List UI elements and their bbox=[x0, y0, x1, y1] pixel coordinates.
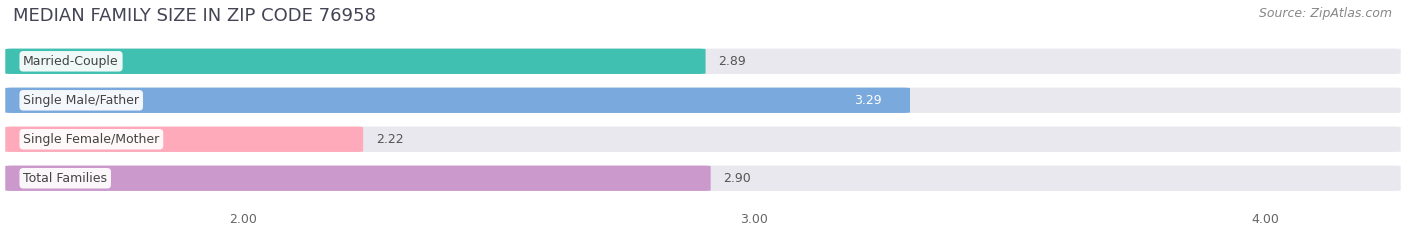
Text: MEDIAN FAMILY SIZE IN ZIP CODE 76958: MEDIAN FAMILY SIZE IN ZIP CODE 76958 bbox=[13, 7, 375, 25]
Text: 2.89: 2.89 bbox=[718, 55, 747, 68]
FancyBboxPatch shape bbox=[6, 49, 1400, 74]
Text: Married-Couple: Married-Couple bbox=[24, 55, 120, 68]
Text: Single Male/Father: Single Male/Father bbox=[24, 94, 139, 107]
FancyBboxPatch shape bbox=[6, 88, 1400, 113]
FancyBboxPatch shape bbox=[6, 166, 1400, 191]
FancyBboxPatch shape bbox=[6, 88, 910, 113]
FancyBboxPatch shape bbox=[6, 127, 363, 152]
Text: Single Female/Mother: Single Female/Mother bbox=[24, 133, 159, 146]
Text: 3.29: 3.29 bbox=[855, 94, 882, 107]
Text: Source: ZipAtlas.com: Source: ZipAtlas.com bbox=[1258, 7, 1392, 20]
FancyBboxPatch shape bbox=[6, 49, 706, 74]
FancyBboxPatch shape bbox=[6, 166, 710, 191]
Text: Total Families: Total Families bbox=[24, 172, 107, 185]
Text: 2.22: 2.22 bbox=[375, 133, 404, 146]
Text: 2.90: 2.90 bbox=[724, 172, 751, 185]
FancyBboxPatch shape bbox=[6, 127, 1400, 152]
